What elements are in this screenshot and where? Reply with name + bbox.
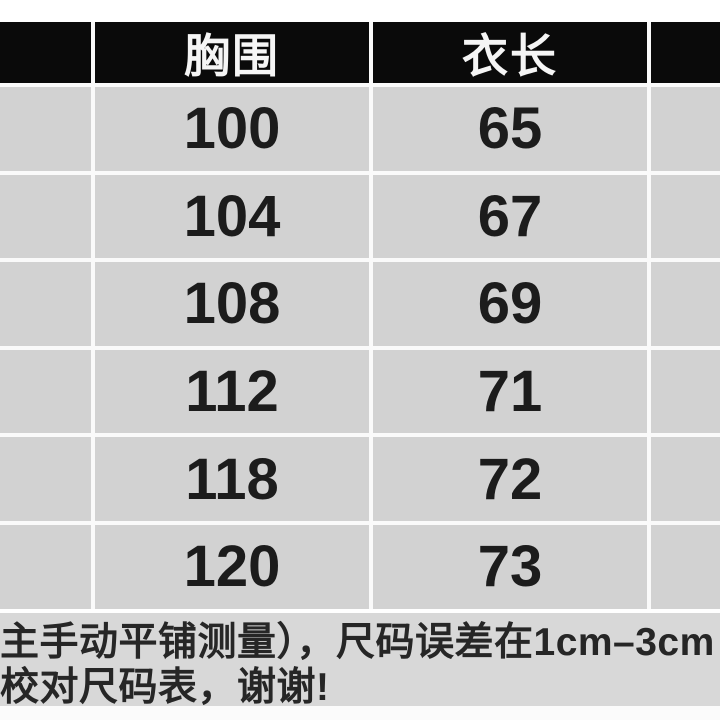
table-cell-empty xyxy=(651,87,720,171)
header-cell-empty-right xyxy=(651,22,720,83)
table-cell-empty xyxy=(0,174,91,259)
table-cell-length: 73 xyxy=(373,524,647,609)
table-cell-chest: 104 xyxy=(95,174,369,259)
measurement-note: 主手动平铺测量），尺码误差在1cm–3cm 校对尺码表，谢谢! xyxy=(0,613,720,706)
table-cell-length: 67 xyxy=(373,174,647,259)
measurement-note-line2: 校对尺码表，谢谢! xyxy=(0,666,330,706)
header-cell-chest: 胸围 xyxy=(95,22,369,83)
table-cell-empty xyxy=(651,349,720,434)
table-cell-chest: 120 xyxy=(95,524,369,609)
table-cell-empty xyxy=(0,437,91,521)
table-cell-length: 71 xyxy=(373,349,647,434)
bottom-margin xyxy=(0,706,720,720)
table-cell-empty xyxy=(0,524,91,609)
table-cell-length: 72 xyxy=(373,437,647,521)
header-cell-empty-left xyxy=(0,22,91,83)
table-cell-empty xyxy=(651,437,720,521)
table-cell-chest: 100 xyxy=(95,87,369,171)
header-cell-length: 衣长 xyxy=(373,22,647,83)
table-cell-empty xyxy=(0,87,91,171)
table-cell-empty xyxy=(0,262,91,346)
table-cell-chest: 112 xyxy=(95,349,369,434)
size-chart-table: 胸围 衣长 100 65 104 67 108 69 112 71 118 72… xyxy=(0,22,720,609)
table-cell-chest: 118 xyxy=(95,437,369,521)
measurement-note-line1: 主手动平铺测量），尺码误差在1cm–3cm xyxy=(0,621,715,664)
table-cell-length: 69 xyxy=(373,262,647,346)
table-cell-empty xyxy=(0,349,91,434)
table-cell-empty xyxy=(651,524,720,609)
table-cell-empty xyxy=(651,262,720,346)
table-cell-length: 65 xyxy=(373,87,647,171)
table-cell-chest: 108 xyxy=(95,262,369,346)
table-cell-empty xyxy=(651,174,720,259)
